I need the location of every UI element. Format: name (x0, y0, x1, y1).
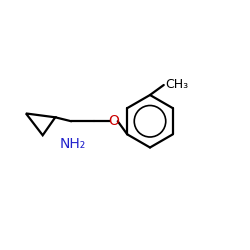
Text: CH₃: CH₃ (165, 78, 188, 92)
Text: NH₂: NH₂ (60, 137, 86, 151)
Text: O: O (108, 114, 119, 128)
